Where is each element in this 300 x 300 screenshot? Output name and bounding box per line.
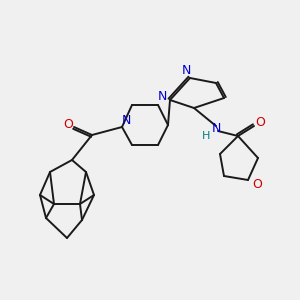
Text: N: N bbox=[157, 91, 167, 103]
Text: N: N bbox=[181, 64, 191, 77]
Text: N: N bbox=[211, 122, 221, 134]
Text: H: H bbox=[202, 131, 210, 141]
Text: O: O bbox=[255, 116, 265, 130]
Text: O: O bbox=[63, 118, 73, 131]
Text: N: N bbox=[121, 115, 131, 128]
Text: O: O bbox=[252, 178, 262, 190]
